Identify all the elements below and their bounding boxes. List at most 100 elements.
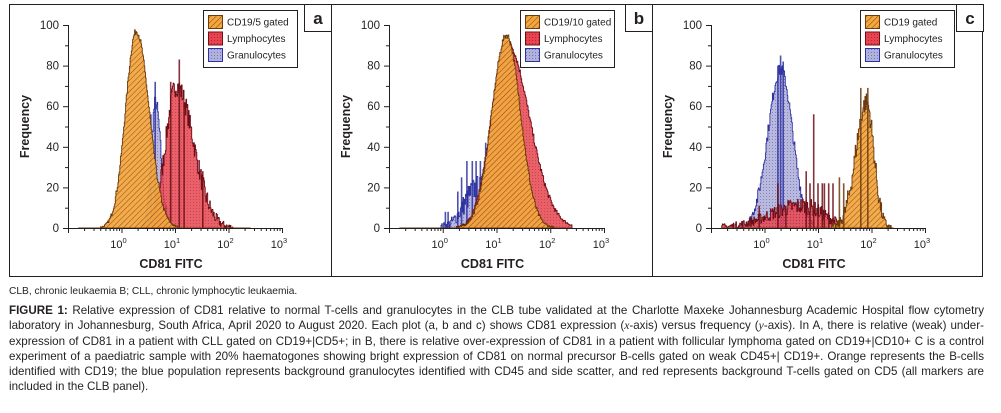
- legend-label: Granulocytes: [227, 51, 286, 62]
- legend-label: Granulocytes: [544, 51, 603, 62]
- legend-swatch-lymph: [865, 31, 880, 46]
- y-tick-label: 60: [46, 101, 59, 113]
- y-axis-title: Frequency: [661, 95, 675, 158]
- histogram-spike-lymph: [821, 183, 824, 228]
- y-tick-label: 40: [689, 142, 702, 154]
- x-tick-label: 100: [110, 236, 126, 251]
- x-tick-label: 102: [860, 236, 876, 251]
- histogram-spike-cd19: [867, 87, 869, 229]
- legend-swatch-cd19: [865, 15, 880, 29]
- y-tick-label: 20: [46, 182, 59, 194]
- figure-footnote: CLB, chronic leukaemia B; CLL, chronic l…: [9, 286, 298, 297]
- histogram-spike-gran: [777, 65, 779, 228]
- caption-y-var: y: [758, 319, 764, 333]
- legend-swatch-gran: [208, 48, 223, 62]
- y-tick-label: 0: [374, 223, 380, 235]
- x-tick-label: 101: [485, 236, 501, 251]
- y-tick-label: 20: [689, 182, 702, 194]
- y-tick-label: 100: [361, 20, 380, 32]
- histogram-spike-lymph: [809, 183, 811, 228]
- y-axis-title: Frequency: [339, 95, 353, 158]
- legend: CD19/10 gated Lymphocytes Granulocytes: [520, 10, 615, 68]
- histogram-spike-gran: [457, 191, 459, 228]
- y-tick-label: 60: [367, 101, 380, 113]
- histogram-spike-gran: [782, 61, 784, 228]
- histogram-spike-lymph: [832, 183, 834, 228]
- histogram-spike-gran: [475, 161, 477, 228]
- x-tick-label: 100: [432, 236, 448, 251]
- legend-label: Lymphocytes: [227, 34, 286, 45]
- histogram-spike-lymph: [178, 59, 181, 228]
- y-tick-label: 100: [40, 20, 59, 32]
- y-tick-label: 0: [53, 223, 59, 235]
- histogram-spike-lymph: [827, 183, 830, 228]
- y-tick-label: 80: [689, 61, 702, 73]
- caption-text: Relative expression of CD81 relative to …: [9, 304, 984, 333]
- x-tick-label: 101: [807, 236, 823, 251]
- panel-label-box: [956, 4, 984, 32]
- histogram-spike-lymph: [785, 205, 787, 228]
- y-tick-label: 20: [367, 182, 380, 194]
- figure-1-histograms: 0 20 40 60 80 100 100 101 102 103 CD81 FITC Frequen…: [9, 4, 984, 277]
- histogram-spike-cd19: [842, 183, 845, 228]
- histogram-lymph: [78, 82, 251, 229]
- panel-label-box: [304, 4, 332, 32]
- histogram-spike-lymph: [805, 171, 807, 228]
- histogram-spike-gran: [460, 177, 463, 229]
- legend-swatch-cd19: [208, 15, 223, 29]
- histogram-spike-lymph: [823, 183, 826, 228]
- histogram-spike-cd19: [838, 177, 841, 229]
- legend-label: CD19/5 gated: [227, 18, 289, 29]
- x-tick-label: 103: [914, 236, 930, 251]
- panel-label: a: [313, 9, 323, 28]
- caption-text: -axis) versus frequency (: [629, 319, 759, 333]
- y-tick-label: 80: [46, 61, 59, 73]
- y-tick-label: 40: [367, 142, 380, 154]
- legend-label: CD19 gated: [884, 18, 937, 29]
- legend-label: CD19/10 gated: [544, 18, 611, 29]
- histogram-spike-lymph: [817, 183, 819, 228]
- x-tick-label: 103: [271, 236, 287, 251]
- figure-caption: FIGURE 1: Relative expression of CD81 re…: [9, 303, 984, 395]
- y-tick-label: 40: [46, 142, 59, 154]
- panel-a: 0 20 40 60 80 100 100 101 102 103 CD81 FITC Frequen…: [18, 4, 332, 271]
- x-tick-label: 102: [539, 236, 555, 251]
- caption-text: -axis). In A, there is relative (weak) u…: [9, 319, 984, 394]
- y-axis-title: Frequency: [18, 95, 32, 158]
- histogram-spike-lymph: [183, 102, 185, 228]
- caption-x-var: x: [624, 319, 630, 333]
- histogram-spike-gran: [447, 211, 449, 228]
- legend: CD19/5 gated Lymphocytes Granulocytes: [203, 10, 298, 68]
- panel-label: c: [965, 9, 974, 28]
- histogram-spike-gran: [779, 55, 782, 228]
- panel-label: b: [634, 9, 644, 28]
- legend: CD19 gated Lymphocytes Granulocytes: [860, 10, 955, 68]
- x-axis-title: CD81 FITC: [461, 257, 524, 271]
- caption-label: FIGURE 1:: [9, 304, 68, 317]
- y-tick-label: 80: [367, 61, 380, 73]
- histogram-spike-lymph: [758, 205, 760, 228]
- legend-swatch-lymph: [208, 31, 223, 46]
- x-tick-label: 101: [164, 236, 180, 251]
- legend-label: Granulocytes: [884, 51, 943, 62]
- histogram-spike-lymph: [169, 81, 172, 228]
- x-tick-label: 102: [217, 236, 233, 251]
- x-tick-label: 103: [593, 236, 609, 251]
- y-tick-label: 0: [696, 223, 702, 235]
- histogram-spike-gran: [471, 161, 474, 228]
- legend-swatch-cd19: [525, 15, 540, 29]
- legend-label: Lymphocytes: [544, 34, 603, 45]
- histogram-spike-gran: [444, 211, 447, 228]
- histogram-spike-lymph: [202, 171, 204, 228]
- x-tick-label: 100: [753, 236, 769, 251]
- legend-swatch-gran: [865, 48, 880, 62]
- y-tick-label: 100: [683, 20, 702, 32]
- histogram-spike-gran: [154, 81, 156, 228]
- histogram-spike-lymph: [812, 114, 815, 228]
- y-tick-label: 60: [689, 101, 702, 113]
- panel-label-box: [625, 4, 653, 32]
- panel-c: 0 20 40 60 80 100 100 101 102 103 CD81 FITC Frequen…: [661, 4, 984, 271]
- histogram-spike-lymph: [777, 183, 779, 228]
- legend-swatch-gran: [525, 48, 540, 62]
- panel-b: 0 20 40 60 80 100 100 101 102 103 CD81 FITC Frequen…: [339, 4, 653, 271]
